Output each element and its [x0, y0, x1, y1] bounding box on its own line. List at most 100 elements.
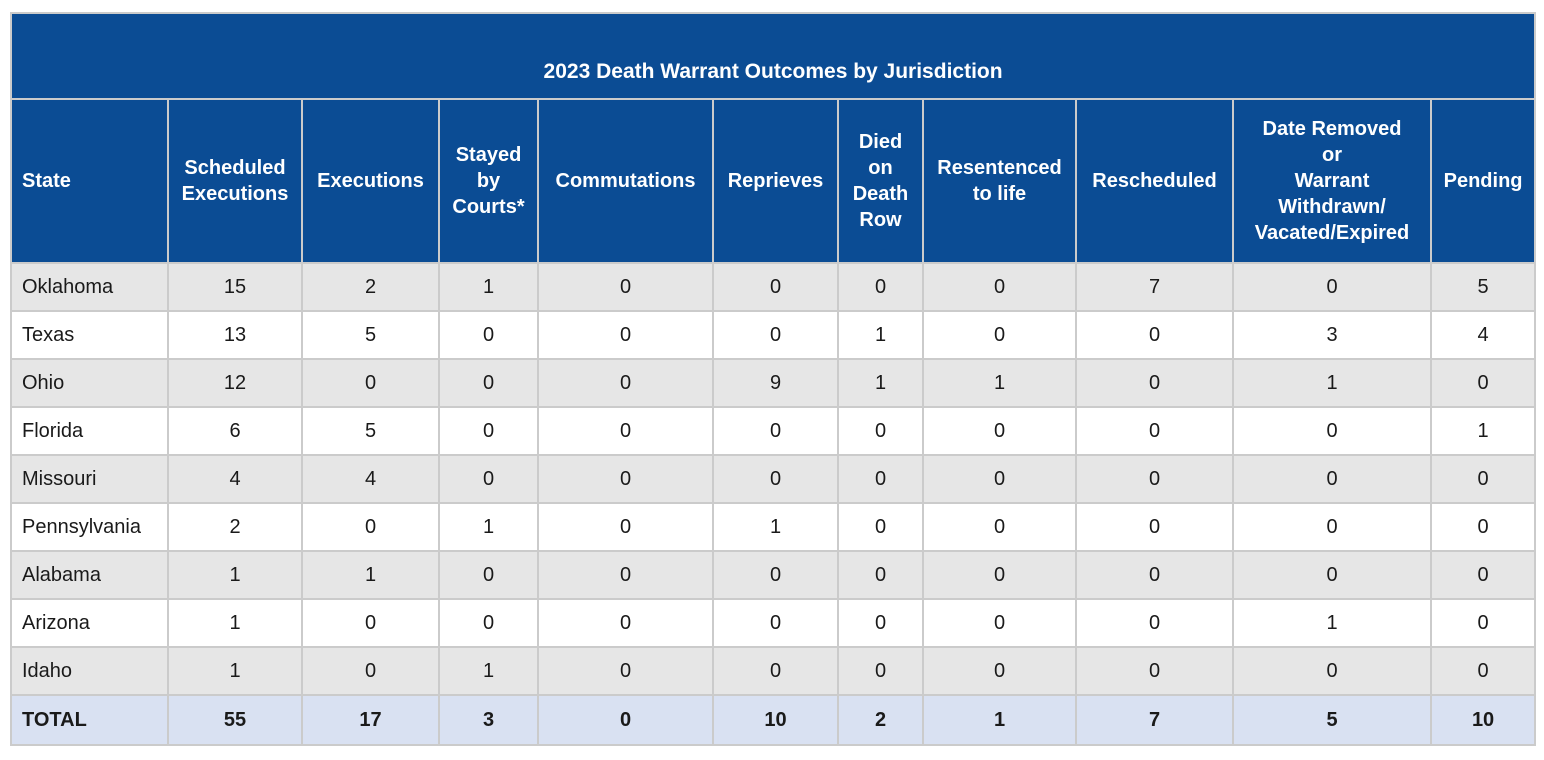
state-cell: Idaho [10, 646, 169, 696]
value-cell: 6 [167, 406, 303, 456]
value-cell: 0 [1075, 358, 1234, 408]
column-header-reprieves: Reprieves [712, 98, 839, 264]
value-cell: 1 [438, 646, 539, 696]
state-cell: Alabama [10, 550, 169, 600]
value-cell: 0 [922, 262, 1077, 312]
value-cell: 1 [438, 502, 539, 552]
value-cell: 0 [922, 598, 1077, 648]
state-cell: Arizona [10, 598, 169, 648]
value-cell: 1 [922, 358, 1077, 408]
value-cell: 3 [1232, 310, 1432, 360]
value-cell: 0 [837, 502, 924, 552]
value-cell: 0 [537, 406, 714, 456]
value-cell: 0 [712, 406, 839, 456]
value-cell: 5 [1429, 262, 1537, 312]
value-cell: 0 [1429, 502, 1537, 552]
value-cell: 0 [922, 502, 1077, 552]
value-cell: 0 [301, 598, 440, 648]
value-cell: 0 [438, 598, 539, 648]
value-cell: 0 [922, 454, 1077, 504]
value-cell: 0 [712, 310, 839, 360]
table-row: Arizona 1 0 0 0 0 0 0 0 1 0 [10, 598, 1537, 648]
value-cell: 0 [712, 646, 839, 696]
value-cell: 0 [1075, 310, 1234, 360]
value-cell: 3 [438, 694, 539, 746]
value-cell: 15 [167, 262, 303, 312]
value-cell: 0 [438, 550, 539, 600]
value-cell: 0 [1232, 406, 1432, 456]
value-cell: 0 [922, 310, 1077, 360]
value-cell: 1 [438, 262, 539, 312]
column-header-state: State [10, 98, 169, 264]
value-cell: 0 [1429, 598, 1537, 648]
value-cell: 9 [712, 358, 839, 408]
column-header-stayed: Stayed by Courts* [438, 98, 539, 264]
column-header-died: Died on Death Row [837, 98, 924, 264]
table-row: Ohio 12 0 0 0 9 1 1 0 1 0 [10, 358, 1537, 408]
value-cell: 5 [1232, 694, 1432, 746]
state-cell: Florida [10, 406, 169, 456]
value-cell: 0 [537, 358, 714, 408]
value-cell: 0 [1429, 550, 1537, 600]
value-cell: 13 [167, 310, 303, 360]
value-cell: 0 [438, 406, 539, 456]
table-row: Missouri 4 4 0 0 0 0 0 0 0 0 [10, 454, 1537, 504]
value-cell: 0 [1075, 550, 1234, 600]
value-cell: 1 [1232, 598, 1432, 648]
value-cell: 1 [1232, 358, 1432, 408]
column-header-commutations: Commutations [537, 98, 714, 264]
table-row: Alabama 1 1 0 0 0 0 0 0 0 0 [10, 550, 1537, 600]
value-cell: 0 [837, 598, 924, 648]
value-cell: 1 [837, 358, 924, 408]
value-cell: 0 [1232, 454, 1432, 504]
value-cell: 0 [922, 550, 1077, 600]
column-header-pending: Pending [1429, 98, 1537, 264]
value-cell: 1 [167, 646, 303, 696]
value-cell: 0 [837, 262, 924, 312]
value-cell: 4 [167, 454, 303, 504]
value-cell: 0 [1232, 646, 1432, 696]
value-cell: 0 [301, 502, 440, 552]
value-cell: 0 [537, 550, 714, 600]
table-row: Florida 6 5 0 0 0 0 0 0 0 1 [10, 406, 1537, 456]
value-cell: 1 [167, 550, 303, 600]
column-header-rescheduled: Rescheduled [1075, 98, 1234, 264]
value-cell: 55 [167, 694, 303, 746]
value-cell: 10 [1429, 694, 1537, 746]
table-row: Texas 13 5 0 0 0 1 0 0 3 4 [10, 310, 1537, 360]
state-cell: Pennsylvania [10, 502, 169, 552]
value-cell: 0 [922, 646, 1077, 696]
value-cell: 4 [301, 454, 440, 504]
value-cell: 1 [1429, 406, 1537, 456]
total-label-cell: TOTAL [10, 694, 169, 746]
value-cell: 0 [1232, 550, 1432, 600]
state-cell: Texas [10, 310, 169, 360]
value-cell: 0 [537, 454, 714, 504]
column-header-scheduled: Scheduled Executions [167, 98, 303, 264]
value-cell: 0 [1232, 502, 1432, 552]
table-title-row: 2023 Death Warrant Outcomes by Jurisdict… [9, 12, 1537, 100]
value-cell: 0 [1232, 262, 1432, 312]
column-header-executions: Executions [301, 98, 440, 264]
value-cell: 1 [837, 310, 924, 360]
value-cell: 0 [537, 646, 714, 696]
value-cell: 0 [537, 310, 714, 360]
state-cell: Ohio [10, 358, 169, 408]
value-cell: 7 [1075, 694, 1234, 746]
table-row: Idaho 1 0 1 0 0 0 0 0 0 0 [10, 646, 1537, 696]
value-cell: 0 [438, 358, 539, 408]
value-cell: 0 [922, 406, 1077, 456]
value-cell: 0 [712, 262, 839, 312]
total-row: TOTAL 55 17 3 0 10 2 1 7 5 10 [10, 694, 1537, 746]
value-cell: 17 [301, 694, 440, 746]
value-cell: 0 [712, 598, 839, 648]
value-cell: 0 [1075, 502, 1234, 552]
value-cell: 0 [1075, 646, 1234, 696]
value-cell: 0 [1429, 358, 1537, 408]
value-cell: 0 [837, 646, 924, 696]
value-cell: 2 [167, 502, 303, 552]
value-cell: 2 [837, 694, 924, 746]
value-cell: 10 [712, 694, 839, 746]
value-cell: 1 [922, 694, 1077, 746]
